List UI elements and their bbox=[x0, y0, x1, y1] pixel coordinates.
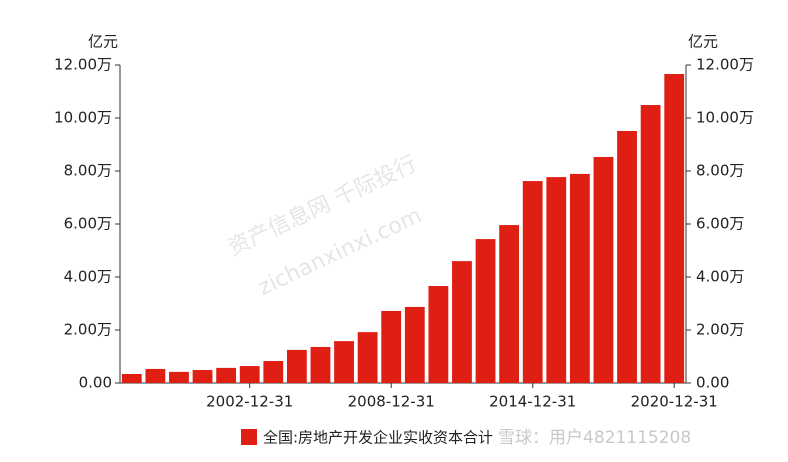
bar bbox=[334, 341, 354, 383]
bar bbox=[475, 239, 496, 383]
y-tick-label: 12.00万 bbox=[54, 56, 112, 74]
bar bbox=[357, 332, 378, 383]
x-tick-label: 2002-12-31 bbox=[206, 393, 293, 411]
bar bbox=[263, 361, 284, 383]
legend-swatch bbox=[241, 429, 257, 445]
bar bbox=[617, 130, 637, 383]
y2-tick-label: 10.00万 bbox=[696, 109, 754, 127]
y-tick-label: 8.00万 bbox=[64, 162, 112, 180]
y2-tick-label: 8.00万 bbox=[696, 162, 744, 180]
y2-tick-label: 2.00万 bbox=[696, 321, 744, 339]
y-tick-label: 2.00万 bbox=[64, 321, 112, 339]
y-tick-label: 0.00 bbox=[79, 374, 112, 392]
bar bbox=[640, 105, 661, 383]
bar bbox=[664, 74, 685, 383]
bar bbox=[452, 261, 472, 383]
bar bbox=[216, 367, 237, 383]
y-tick-label: 10.00万 bbox=[54, 109, 112, 127]
y2-tick-label: 0.00 bbox=[696, 374, 729, 392]
bar bbox=[310, 346, 331, 383]
bar bbox=[404, 306, 425, 383]
bar bbox=[121, 373, 142, 383]
x-tick-label: 2008-12-31 bbox=[348, 393, 435, 411]
bar bbox=[428, 286, 449, 383]
bar bbox=[499, 225, 520, 383]
legend-label: 全国:房地产开发企业实收资本合计 bbox=[263, 429, 493, 447]
bar bbox=[522, 181, 543, 383]
y2-unit: 亿元 bbox=[688, 33, 718, 51]
bar bbox=[239, 366, 260, 383]
x-tick-label: 2020-12-31 bbox=[631, 393, 718, 411]
bar bbox=[546, 177, 567, 383]
y2-tick-label: 6.00万 bbox=[696, 215, 744, 233]
credit: 雪球：用户4821115208 bbox=[498, 428, 691, 448]
bar bbox=[145, 368, 166, 383]
bar bbox=[593, 156, 614, 383]
bar bbox=[286, 349, 307, 383]
bar bbox=[192, 370, 213, 383]
y2-tick-label: 12.00万 bbox=[696, 56, 754, 74]
watermark-layer: 资产信息网 千际投行 zichanxinxi.com bbox=[225, 152, 426, 301]
y2-tick-label: 4.00万 bbox=[696, 268, 744, 286]
watermark: 资产信息网 千际投行 bbox=[225, 152, 421, 261]
bar bbox=[169, 371, 189, 383]
y-unit: 亿元 bbox=[88, 33, 118, 51]
y-tick-label: 4.00万 bbox=[64, 268, 112, 286]
y-tick-label: 6.00万 bbox=[64, 215, 112, 233]
bar bbox=[569, 173, 590, 383]
x-tick-label: 2014-12-31 bbox=[489, 393, 576, 411]
bar bbox=[381, 310, 402, 383]
